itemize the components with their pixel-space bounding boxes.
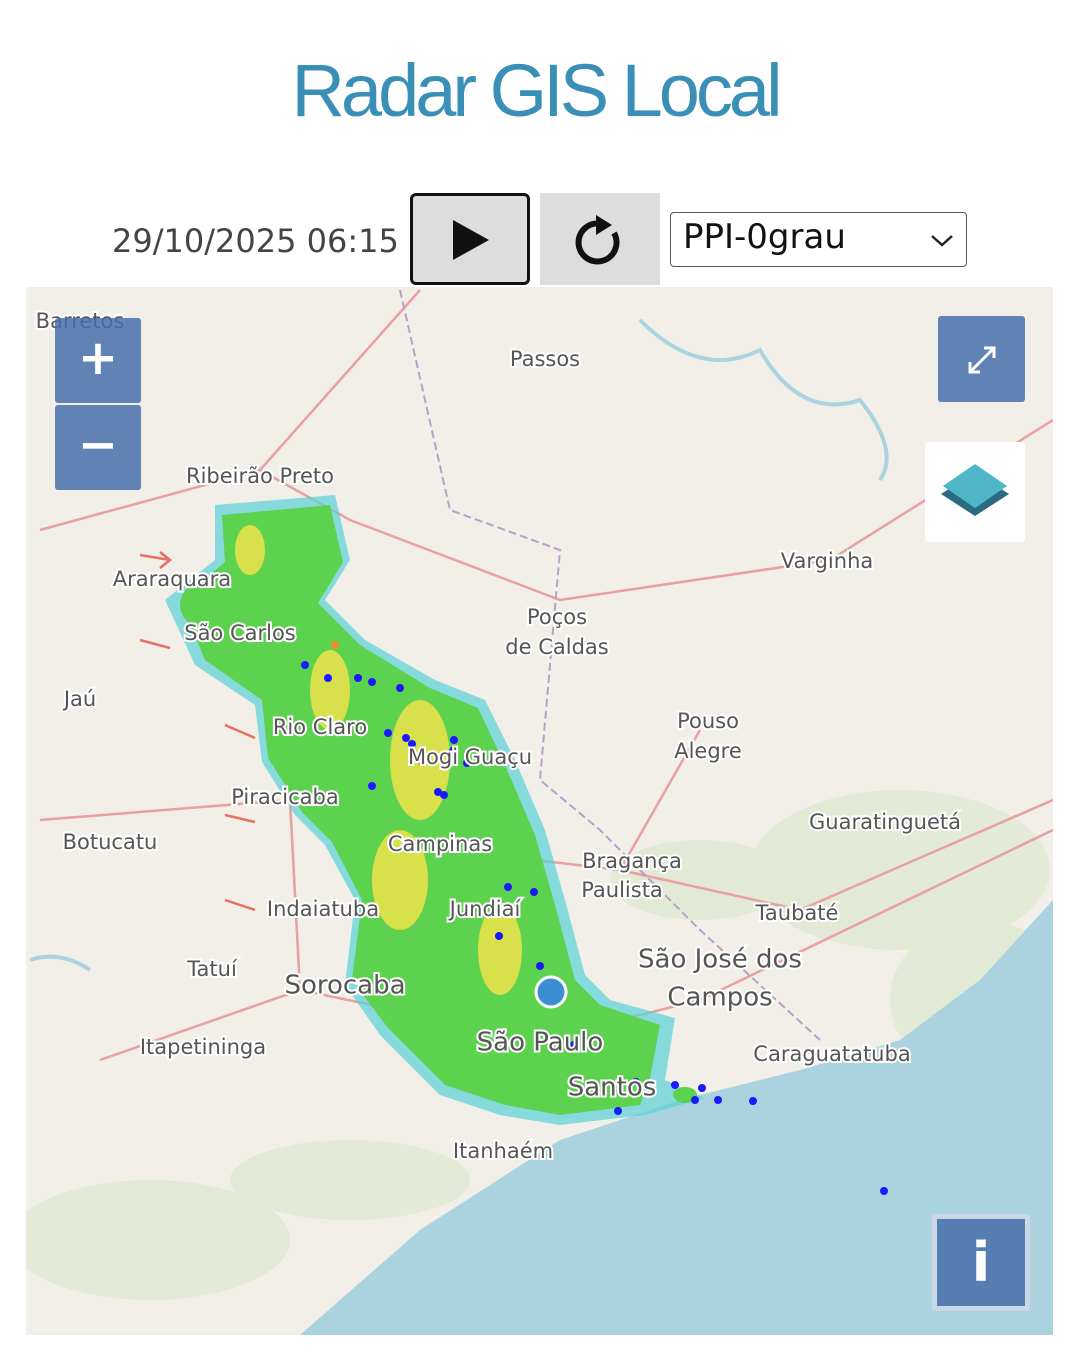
place-label: Jundiaí (448, 897, 522, 921)
info-button[interactable]: i (932, 1214, 1030, 1311)
place-label: Varginha (781, 549, 874, 573)
place-label: Botucatu (63, 830, 158, 854)
place-label: São Paulo (477, 1028, 604, 1058)
datetime: 29/10/2025 06:15 (112, 222, 399, 260)
place-label: Taubaté (755, 901, 839, 925)
layers-icon (941, 464, 1009, 516)
fullscreen-icon (968, 346, 996, 374)
refresh-icon (575, 215, 620, 265)
place-label: Passos (510, 347, 580, 371)
play-button[interactable] (410, 193, 530, 285)
map[interactable]: Barretos Passos Ribeirão Preto Araraquar… (26, 287, 1053, 1335)
place-label: Mogi Guaçu (408, 745, 532, 769)
place-label: Campos (667, 983, 772, 1013)
place-label: Poços (527, 605, 587, 629)
play-icon (453, 220, 489, 260)
place-label: de Caldas (505, 635, 608, 659)
place-label: Jaú (62, 687, 96, 711)
layers-button[interactable] (925, 442, 1025, 542)
place-label: São José dos (638, 945, 802, 975)
place-label: Bragança (582, 849, 682, 873)
place-label: Guaratinguetá (809, 810, 961, 834)
place-label: Itanhaém (453, 1139, 553, 1163)
product-select[interactable]: PPI-0grau (670, 212, 967, 267)
place-label: Santos (568, 1073, 657, 1103)
place-label: Sorocaba (284, 971, 405, 1001)
fullscreen-button[interactable] (938, 316, 1025, 402)
place-label: Campinas (388, 832, 492, 856)
chevron (931, 235, 953, 247)
place-label: Tatuí (186, 957, 238, 981)
place-label: Indaiatuba (267, 897, 379, 921)
place-label: Pouso (677, 709, 739, 733)
place-label: Alegre (674, 739, 742, 763)
place-label: Piracicaba (231, 785, 339, 809)
product-value: PPI-0grau (683, 217, 846, 257)
zoom-in-button[interactable]: + (55, 318, 141, 403)
place-label: Rio Claro (273, 715, 367, 739)
refresh-button[interactable] (540, 193, 660, 285)
place-label: Araraquara (113, 567, 231, 591)
place-label: São Carlos (184, 621, 296, 645)
zoom-out-button[interactable]: − (55, 405, 141, 490)
place-label: Paulista (581, 878, 663, 902)
page-title: Radar GIS Local (291, 49, 782, 132)
place-label: Ribeirão Preto (186, 464, 334, 488)
place-label: Caraguatatuba (753, 1042, 910, 1066)
place-label: Itapetininga (140, 1035, 266, 1059)
